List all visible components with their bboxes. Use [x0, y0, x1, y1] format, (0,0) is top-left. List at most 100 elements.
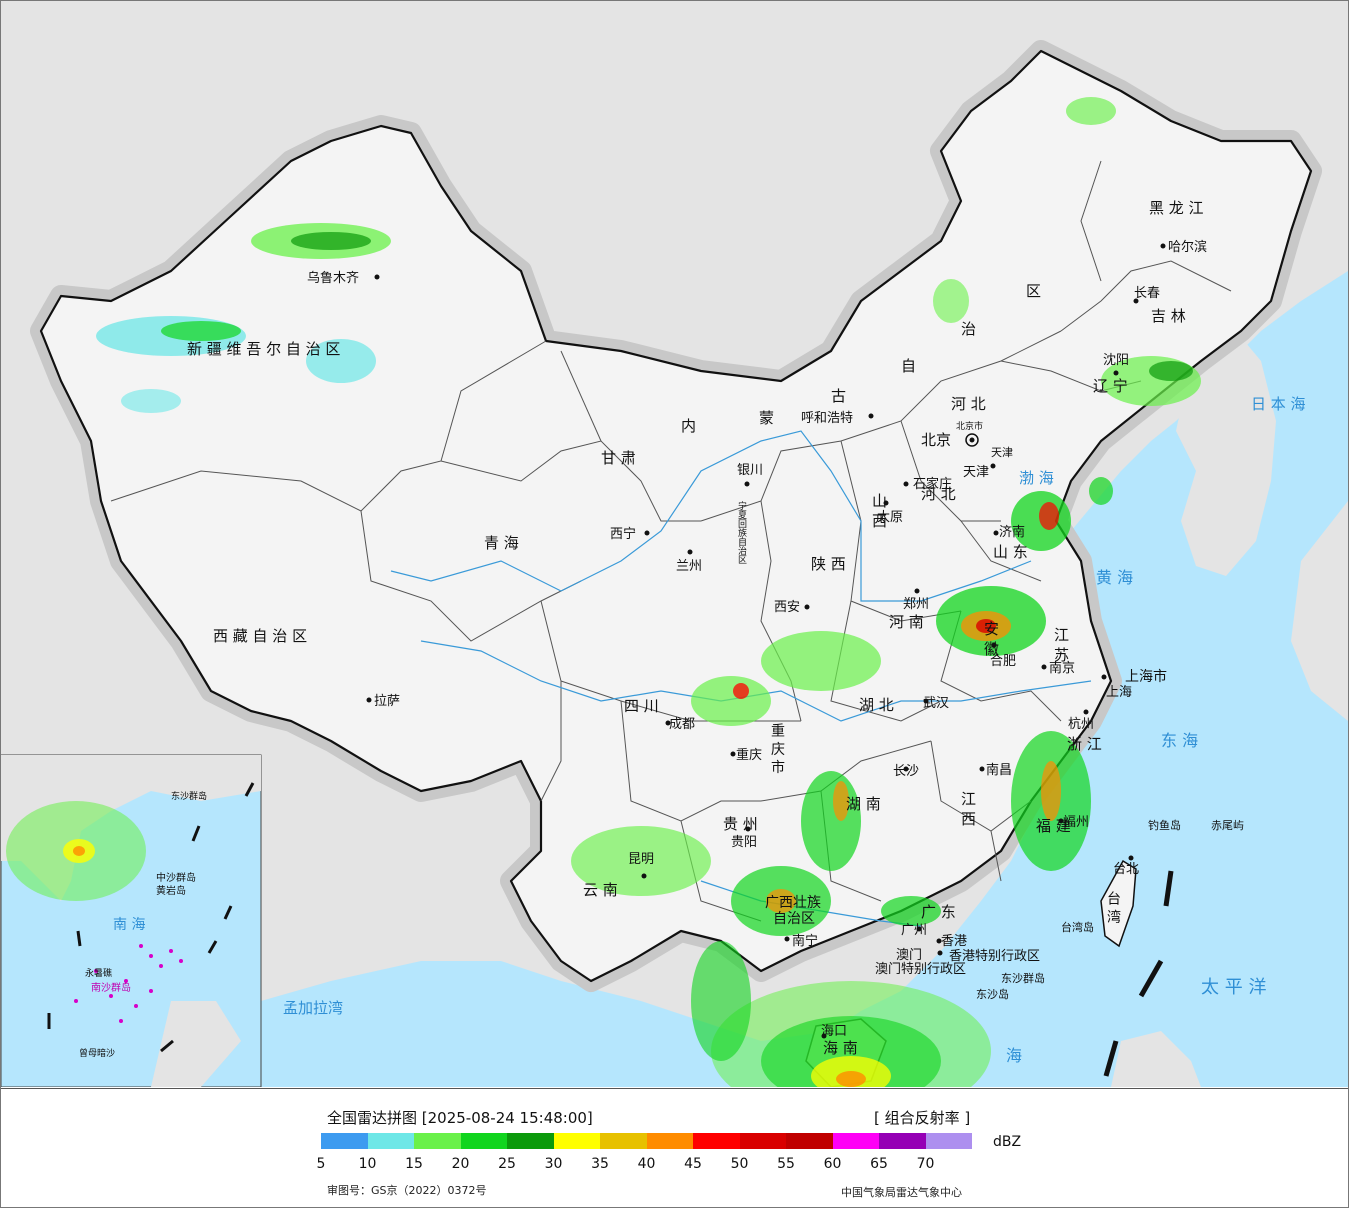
japan-land [1291, 501, 1348, 721]
echo [291, 232, 371, 250]
label-urumqi: 乌鲁木齐 [307, 270, 359, 286]
scale-swatch [460, 1133, 507, 1149]
label-jiangsu: 江 苏 [1052, 627, 1070, 663]
label-hongkong: 香港 [941, 934, 967, 949]
label-xian: 西安 [774, 600, 800, 615]
label-jiangxi: 江 西 [959, 791, 977, 826]
label-guangxi: 广西壮族 [765, 895, 821, 911]
label-harbin: 哈尔滨 [1168, 239, 1207, 255]
label-beijing-city: 北京市 [956, 420, 983, 432]
echo [766, 889, 796, 913]
label-nanchang: 南昌 [986, 762, 1012, 778]
label-taiwan-island: 台湾岛 [1061, 920, 1094, 934]
echo [833, 781, 849, 821]
organization-label: 中国气象局雷达气象中心 [841, 1186, 962, 1199]
label-nanjing: 南京 [1049, 660, 1075, 676]
label-hunan: 湖 南 [846, 795, 881, 813]
label-neimenggu-3: 古 [831, 387, 846, 405]
label-inset-zengmu: 曾母暗沙 [79, 1047, 115, 1059]
label-macau: 澳门 [896, 947, 922, 963]
unit-label: dBZ [993, 1134, 1022, 1150]
label-guangzhou: 广州 [901, 923, 927, 938]
label-hainan: 海 南 [823, 1039, 858, 1057]
korea-land [1176, 331, 1276, 576]
echo [733, 683, 749, 699]
scale-swatch [832, 1133, 879, 1149]
label-shanxi: 山 西 [870, 493, 888, 528]
label-inset-dongsha: 东沙群岛 [171, 790, 207, 802]
echo [801, 771, 861, 871]
scale-swatch [646, 1133, 693, 1149]
label-nanning: 南宁 [792, 933, 818, 949]
label-guangdong: 广 东 [921, 903, 956, 921]
label-lanzhou: 兰州 [676, 559, 702, 574]
label-hebei: 河 北 [951, 395, 986, 413]
label-dongsha: 东沙岛 [976, 987, 1009, 1001]
label-dongsha-islands: 东沙群岛 [1001, 971, 1045, 985]
label-taiyuan: 太原 [877, 510, 903, 525]
label-fuzhou: 福州 [1063, 815, 1089, 830]
map-labels: 新 疆 维 吾 尔 自 治 区 乌鲁木齐 西 藏 自 治 区 拉萨 青 海 西宁… [79, 199, 1306, 1065]
echo [881, 896, 941, 926]
label-shijiazhuang: 石家庄 [913, 476, 952, 492]
typhoon-echo [836, 1071, 866, 1087]
label-shenyang: 沈阳 [1103, 353, 1129, 368]
label-bengal: 孟加拉湾 [283, 999, 343, 1017]
label-changchun: 长春 [1134, 286, 1160, 301]
label-inset-yongshu: 永暑礁 [85, 967, 112, 979]
label-liaoning: 辽 宁 [1093, 377, 1128, 395]
typhoon-echo [761, 1016, 941, 1087]
scale-swatch [321, 1133, 368, 1149]
scale-tick-label: 40 [637, 1156, 656, 1172]
label-guizhou: 贵 州 [723, 815, 758, 833]
radar-map: 新 疆 维 吾 尔 自 治 区 乌鲁木齐 西 藏 自 治 区 拉萨 青 海 西宁… [1, 1, 1348, 1087]
label-qinghai: 青 海 [484, 534, 519, 552]
echo [1039, 502, 1059, 530]
label-heilongjiang: 黑 龙 江 [1149, 199, 1204, 217]
echo [933, 279, 969, 323]
taiwan-island [1100, 859, 1137, 948]
label-xinjiang: 新 疆 维 吾 尔 自 治 区 [187, 340, 340, 358]
maritime-boundary [1103, 870, 1174, 1077]
province-borders [110, 160, 1232, 922]
scale-tick-label: 60 [823, 1156, 842, 1172]
label-neimenggu-2: 蒙 [759, 409, 774, 427]
label-haikou: 海口 [821, 1024, 847, 1039]
label-hefei: 合肥 [990, 654, 1016, 669]
label-shaanxi: 陕 西 [811, 555, 846, 573]
label-tibet: 西 藏 自 治 区 [213, 627, 307, 645]
echo [306, 339, 376, 383]
ocean [261, 271, 1348, 1087]
label-xining: 西宁 [610, 526, 636, 542]
label-shanghai: 上海 [1106, 685, 1132, 700]
label-east-sea: 东 海 [1161, 731, 1198, 750]
scale-tick-label: 20 [451, 1156, 470, 1172]
south-china-sea-inset [1, 754, 262, 1087]
label-gansu: 甘 肃 [601, 449, 636, 467]
label-neimenggu-4: 自 [901, 357, 916, 375]
scale-swatch [925, 1133, 972, 1149]
echo [571, 826, 711, 896]
label-tianjin: 天津 [963, 465, 989, 480]
label-inset-zhongsha: 中沙群岛 [156, 871, 196, 884]
label-hebei-2: 河 北 [921, 485, 956, 503]
label-zhejiang: 浙 江 [1067, 735, 1102, 753]
scale-swatch [600, 1133, 647, 1149]
label-jinan: 济南 [999, 524, 1025, 540]
scale-tick-label: 30 [544, 1156, 563, 1172]
label-huhehaote: 呼和浩特 [801, 411, 853, 426]
label-beijing: 北京 [921, 431, 951, 449]
echo [1149, 361, 1193, 381]
label-ningxia: 宁夏回族自治区 [736, 500, 747, 564]
legend-footer: 全国雷达拼图 [2025-08-24 15:48:00] [ 组合反射率 ] d… [1, 1088, 1348, 1207]
label-hubei: 湖 北 [859, 696, 894, 714]
scale-swatch [739, 1133, 786, 1149]
label-bohai: 渤 海 [1019, 469, 1054, 487]
scale-swatch [786, 1133, 833, 1149]
label-tianjin-city: 天津 [991, 446, 1013, 459]
label-inset-south-sea: 南 海 [113, 917, 145, 933]
label-henan: 河 南 [889, 613, 924, 631]
label-zhengzhou: 郑州 [903, 597, 929, 612]
label-south-sea: 海 [1006, 1046, 1022, 1065]
label-yinchuan: 银川 [737, 463, 763, 478]
